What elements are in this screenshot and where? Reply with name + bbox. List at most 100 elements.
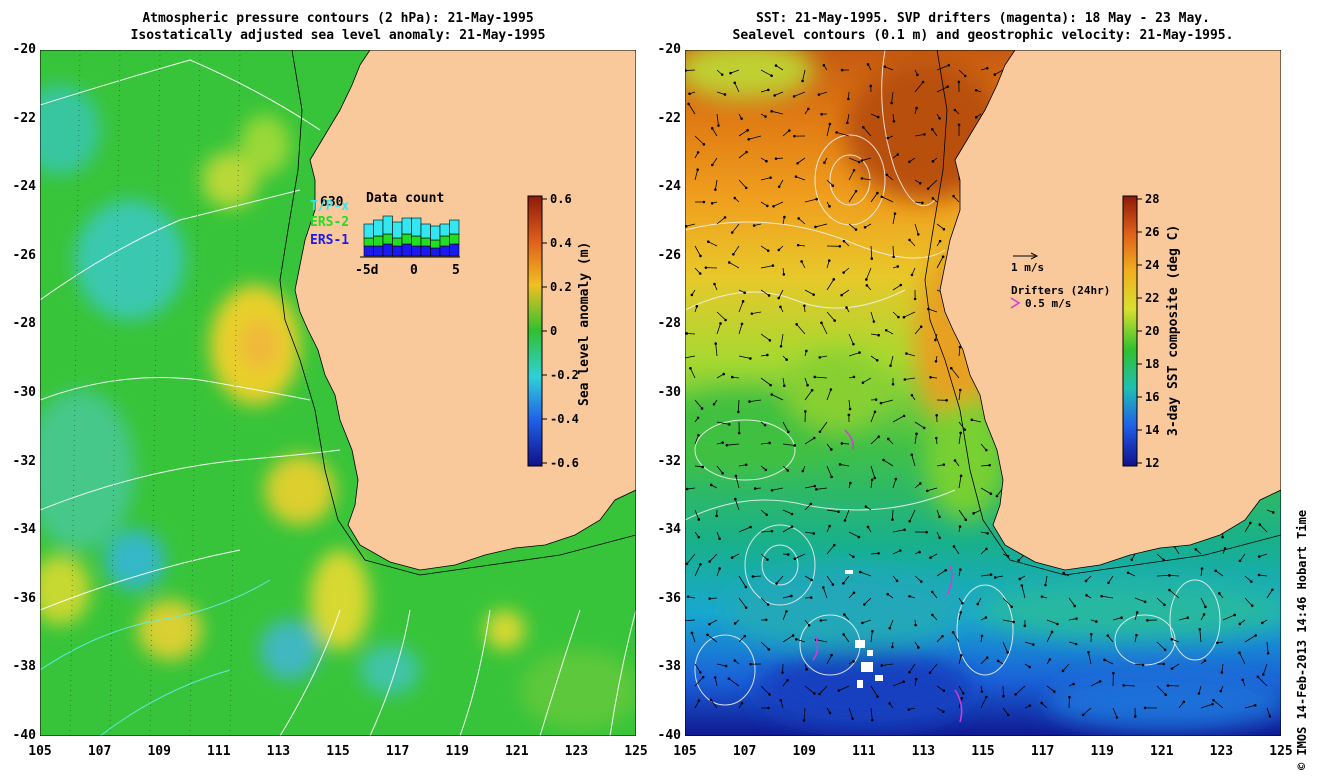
velocity-arrow-head [744, 606, 748, 609]
velocity-arrow-head [864, 505, 868, 508]
velocity-arrow [980, 487, 992, 495]
velocity-arrow-head [712, 402, 716, 406]
velocity-arrow-head [1040, 595, 1044, 598]
velocity-arrow-head [1200, 567, 1204, 570]
velocity-arrow-head [823, 161, 826, 164]
velocity-arrow [936, 685, 945, 691]
velocity-arrow-head [830, 448, 833, 451]
velocity-arrow-head [877, 333, 880, 337]
velocity-arrow-head [786, 553, 790, 556]
velocity-arrow-head [1075, 617, 1078, 620]
velocity-arrow-head [697, 518, 701, 521]
velocity-arrow-head [995, 494, 999, 498]
velocity-arrow-head [734, 474, 738, 478]
velocity-arrow [690, 368, 696, 379]
data-count-bar [373, 219, 384, 237]
velocity-arrow-head [790, 525, 794, 528]
velocity-arrow-head [727, 423, 731, 426]
velocity-arrow [738, 635, 746, 643]
velocity-arrow [776, 575, 784, 584]
velocity-arrow [738, 575, 747, 588]
velocity-arrow [804, 289, 814, 295]
velocity-arrow [952, 632, 960, 643]
velocity-arrow [914, 575, 922, 582]
velocity-arrow [892, 529, 905, 533]
velocity-arrow [914, 81, 924, 93]
velocity-arrow-head [861, 381, 865, 384]
velocity-arrow-head [701, 465, 704, 469]
velocity-arrow-head [777, 185, 781, 188]
velocity-arrow [863, 126, 872, 137]
velocity-arrow-head [744, 186, 748, 190]
velocity-arrow-head [1084, 579, 1088, 583]
velocity-arrow [782, 443, 795, 446]
velocity-arrow-head [976, 602, 980, 606]
velocity-arrow-head [959, 611, 963, 614]
velocity-arrow-head [870, 478, 874, 482]
velocity-arrow-head [919, 482, 922, 485]
velocity-arrow-head [768, 441, 771, 445]
velocity-arrow-head [741, 300, 745, 303]
velocity-arrow-head [779, 305, 782, 309]
velocity-arrow-head [840, 442, 844, 445]
data-count-bar [392, 237, 403, 247]
velocity-arrow [1262, 663, 1268, 675]
velocity-arrow-head [832, 278, 836, 281]
velocity-arrow [890, 355, 894, 366]
velocity-arrow-head [690, 293, 694, 297]
velocity-arrow [821, 322, 828, 335]
data-count-bar [430, 247, 441, 257]
velocity-arrow-head [769, 176, 772, 179]
velocity-arrow-head [903, 378, 907, 381]
velocity-arrow-head [875, 358, 879, 362]
velocity-arrow-head [796, 161, 799, 165]
velocity-arrow [929, 663, 938, 673]
velocity-arrow-head [770, 74, 773, 78]
velocity-arrow-head [934, 338, 937, 342]
velocity-arrow-head [970, 418, 974, 422]
velocity-arrow-head [1107, 581, 1110, 585]
lon-tick-label: 115 [971, 744, 995, 759]
velocity-arrow-head [892, 255, 895, 259]
data-count-bar [373, 235, 384, 247]
velocity-arrow-head [766, 558, 769, 561]
velocity-arrow-head [934, 359, 938, 363]
velocity-arrow [936, 86, 948, 93]
velocity-arrow-head [961, 692, 965, 695]
velocity-arrow-head [958, 388, 962, 392]
velocity-arrow-head [810, 388, 814, 392]
velocity-arrow [953, 546, 960, 555]
velocity-arrow-head [925, 530, 928, 534]
velocity-arrow-head [805, 668, 808, 671]
velocity-arrow-head [935, 413, 938, 417]
velocity-arrow-head [847, 97, 850, 101]
velocity-arrow-head [958, 525, 962, 528]
velocity-arrow-head [945, 399, 948, 402]
velocity-arrow-head [763, 423, 767, 427]
velocity-arrow-head [1081, 713, 1085, 717]
velocity-arrow-head [1074, 642, 1078, 646]
velocity-arrow [822, 587, 828, 599]
velocity-arrow [892, 509, 894, 520]
velocity-arrow-head [774, 157, 778, 160]
velocity-arrow [839, 464, 850, 467]
velocity-arrow [694, 435, 699, 445]
velocity-arrow-head [767, 706, 770, 710]
velocity-arrow-head [697, 433, 700, 437]
velocity-arrow-head [942, 227, 946, 231]
data-count-bars [363, 215, 460, 257]
velocity-arrow-head [744, 585, 748, 589]
velocity-arrow-head [727, 677, 731, 680]
velocity-arrow [870, 707, 873, 721]
velocity-arrow-head [889, 364, 892, 367]
velocity-arrow-head [877, 435, 881, 438]
velocity-arrow [958, 509, 967, 521]
velocity-arrow [760, 530, 772, 533]
colorbar-tick-label: 0.2 [550, 280, 572, 294]
velocity-arrow-head [1010, 605, 1014, 609]
velocity-arrow [818, 91, 828, 95]
velocity-arrow-head [1163, 603, 1166, 607]
velocity-arrow-head [985, 66, 989, 70]
velocity-arrow-head [832, 543, 836, 547]
velocity-arrow [782, 611, 787, 621]
